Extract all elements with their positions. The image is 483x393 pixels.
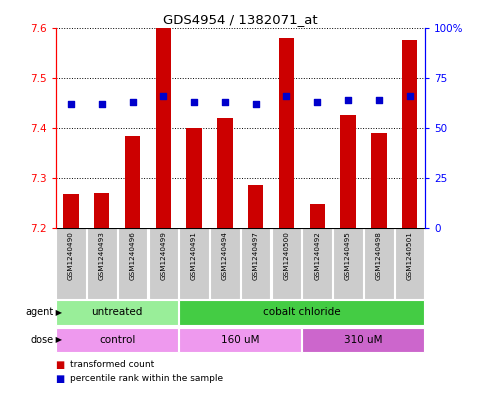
- Bar: [241, 228, 270, 299]
- Point: [190, 99, 198, 105]
- Bar: [302, 327, 425, 352]
- Bar: [310, 204, 325, 228]
- Text: untreated: untreated: [91, 307, 143, 318]
- Point: [159, 92, 167, 99]
- Text: GSM1240494: GSM1240494: [222, 231, 228, 280]
- Bar: [87, 228, 116, 299]
- Bar: [179, 327, 301, 352]
- Text: GSM1240490: GSM1240490: [68, 231, 74, 280]
- Point: [375, 97, 383, 103]
- Text: transformed count: transformed count: [70, 360, 154, 369]
- Point: [67, 101, 75, 107]
- Bar: [341, 115, 356, 228]
- Bar: [248, 185, 263, 228]
- Bar: [56, 228, 85, 299]
- Text: cobalt chloride: cobalt chloride: [263, 307, 341, 318]
- Bar: [56, 300, 178, 325]
- Bar: [217, 118, 233, 228]
- Bar: [118, 228, 147, 299]
- Text: agent: agent: [25, 307, 53, 318]
- Text: GSM1240496: GSM1240496: [129, 231, 136, 280]
- Point: [313, 99, 321, 105]
- Text: GSM1240500: GSM1240500: [284, 231, 289, 280]
- Point: [283, 92, 290, 99]
- Text: ▶: ▶: [53, 308, 62, 317]
- Bar: [156, 28, 171, 228]
- Text: GSM1240501: GSM1240501: [407, 231, 412, 280]
- Text: ■: ■: [56, 374, 65, 384]
- Bar: [371, 133, 386, 228]
- Point: [98, 101, 106, 107]
- Point: [406, 92, 413, 99]
- Text: control: control: [99, 335, 135, 345]
- Bar: [333, 228, 363, 299]
- Point: [221, 99, 229, 105]
- Text: 160 uM: 160 uM: [221, 335, 259, 345]
- Text: GSM1240497: GSM1240497: [253, 231, 259, 280]
- Text: percentile rank within the sample: percentile rank within the sample: [70, 375, 223, 383]
- Text: GSM1240498: GSM1240498: [376, 231, 382, 280]
- Bar: [94, 193, 110, 228]
- Bar: [63, 195, 79, 228]
- Bar: [125, 136, 140, 228]
- Bar: [279, 37, 294, 228]
- Text: ■: ■: [56, 360, 65, 370]
- Bar: [179, 228, 209, 299]
- Bar: [149, 228, 178, 299]
- Bar: [179, 300, 425, 325]
- Text: dose: dose: [30, 335, 53, 345]
- Text: GSM1240491: GSM1240491: [191, 231, 197, 280]
- Text: GSM1240493: GSM1240493: [99, 231, 105, 280]
- Bar: [210, 228, 240, 299]
- Text: GSM1240492: GSM1240492: [314, 231, 320, 280]
- Text: GSM1240499: GSM1240499: [160, 231, 166, 280]
- Bar: [395, 228, 425, 299]
- Point: [252, 101, 259, 107]
- Bar: [56, 327, 178, 352]
- Title: GDS4954 / 1382071_at: GDS4954 / 1382071_at: [163, 13, 318, 26]
- Text: ▶: ▶: [53, 336, 62, 344]
- Bar: [272, 228, 301, 299]
- Bar: [364, 228, 394, 299]
- Bar: [402, 40, 417, 228]
- Text: 310 uM: 310 uM: [344, 335, 383, 345]
- Text: GSM1240495: GSM1240495: [345, 231, 351, 280]
- Bar: [186, 128, 202, 228]
- Point: [128, 99, 136, 105]
- Bar: [302, 228, 332, 299]
- Point: [344, 97, 352, 103]
